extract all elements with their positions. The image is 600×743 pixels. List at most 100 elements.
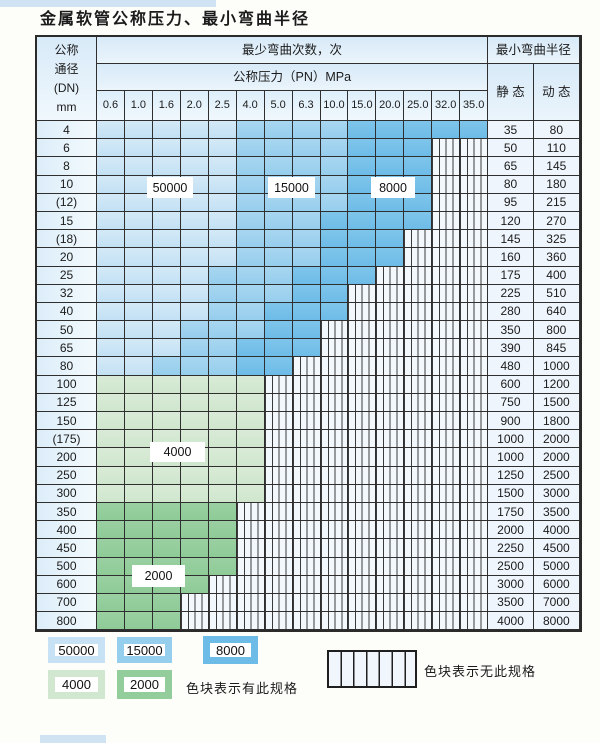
no-spec-cell: [376, 575, 405, 594]
spec-cell-8000: [348, 121, 377, 140]
spec-cell-50000: [124, 139, 153, 158]
spec-cell-8000: [376, 121, 405, 140]
dynamic-value-cell: 3000: [533, 484, 580, 503]
spec-cell-8000: [320, 266, 349, 285]
static-value-cell: 600: [488, 375, 534, 394]
spec-cell-50000: [152, 211, 181, 231]
no-spec-cell: [348, 412, 377, 431]
spec-cell-8000: [292, 284, 321, 303]
spec-cell-4000: [97, 448, 125, 467]
spec-cell-4000: [208, 484, 237, 503]
bend-cycles-header: 最少弯曲次数，次: [97, 37, 489, 64]
spec-cell-15000: [236, 211, 265, 231]
no-spec-cell: [404, 575, 433, 594]
spec-cell-15000: [264, 284, 293, 303]
spec-cell-50000: [97, 193, 125, 212]
spec-cell-8000: [376, 157, 405, 176]
no-spec-cell: [432, 357, 461, 376]
no-spec-cell: [236, 575, 265, 594]
dynamic-value-cell: 1200: [533, 375, 580, 394]
spec-cell-50000: [97, 266, 125, 285]
no-spec-cell: [348, 321, 377, 340]
no-spec-cell: [180, 593, 209, 613]
spec-cell-2000: [208, 539, 237, 558]
pressure-col-header: 15.0: [348, 91, 377, 121]
dynamic-value-cell: 215: [533, 193, 580, 212]
pressure-col-header: 5.0: [264, 91, 293, 121]
spec-cell-8000: [348, 230, 377, 249]
no-spec-cell: [460, 266, 489, 285]
legend-no-spec-box: [327, 650, 417, 688]
static-value-cell: 480: [488, 357, 534, 376]
no-spec-cell: [432, 211, 461, 231]
spec-cell-50000: [180, 139, 209, 158]
dynamic-value-cell: 2000: [533, 448, 580, 467]
no-spec-cell: [292, 412, 321, 431]
no-spec-cell: [376, 557, 405, 576]
no-spec-cell: [404, 430, 433, 449]
no-spec-cell: [208, 593, 237, 613]
no-spec-cell: [432, 393, 461, 412]
no-spec-cell: [460, 175, 489, 194]
spec-cell-8000: [236, 339, 265, 358]
dynamic-value-cell: 6000: [533, 575, 580, 594]
spec-cell-8000: [348, 266, 377, 285]
no-spec-cell: [460, 139, 489, 158]
no-spec-cell: [376, 339, 405, 358]
spec-cell-15000: [292, 121, 321, 140]
no-spec-cell: [376, 502, 405, 522]
dn-cell: 500: [37, 557, 97, 576]
dn-header-line: (DN): [53, 81, 80, 96]
no-spec-cell: [460, 593, 489, 613]
no-spec-cell: [348, 393, 377, 412]
legend-swatch-4000: 4000: [48, 670, 105, 699]
no-spec-cell: [376, 284, 405, 303]
static-value-cell: 1250: [488, 466, 534, 485]
no-spec-cell: [264, 539, 293, 558]
dynamic-value-cell: 180: [533, 175, 580, 194]
spec-cell-4000: [236, 375, 265, 394]
spec-cell-50000: [180, 193, 209, 212]
spec-cell-4000: [208, 412, 237, 431]
spec-cell-2000: [152, 502, 181, 522]
spec-cell-15000: [320, 139, 349, 158]
no-spec-cell: [292, 539, 321, 558]
spec-cell-4000: [236, 448, 265, 467]
no-spec-cell: [264, 575, 293, 594]
spec-cell-50000: [152, 339, 181, 358]
no-spec-cell: [404, 302, 433, 322]
no-spec-cell: [460, 230, 489, 249]
spec-cell-4000: [152, 412, 181, 431]
no-spec-cell: [236, 612, 265, 631]
no-spec-cell: [264, 466, 293, 485]
spec-cell-4000: [180, 412, 209, 431]
spec-cell-15000: [236, 302, 265, 322]
no-spec-cell: [320, 539, 349, 558]
spec-cell-50000: [180, 266, 209, 285]
no-spec-cell: [460, 339, 489, 358]
spec-cell-50000: [180, 157, 209, 176]
no-spec-cell: [376, 612, 405, 631]
spec-cell-15000: [236, 175, 265, 194]
no-spec-cell: [432, 484, 461, 503]
spec-cell-50000: [152, 193, 181, 212]
dn-header-line: 公称: [54, 42, 79, 57]
no-spec-cell: [348, 539, 377, 558]
no-spec-cell: [264, 502, 293, 522]
spec-cell-8000: [348, 157, 377, 176]
dynamic-value-cell: 360: [533, 248, 580, 267]
spec-cell-50000: [208, 248, 237, 267]
spec-cell-2000: [124, 593, 153, 613]
pressure-col-header: 2.5: [208, 91, 237, 121]
no-spec-cell: [404, 466, 433, 485]
spec-cell-15000: [292, 211, 321, 231]
no-spec-cell: [432, 466, 461, 485]
pressure-col-header: 2.0: [180, 91, 209, 121]
no-spec-cell: [404, 593, 433, 613]
legend-has-spec-text: 色块表示有此规格: [186, 681, 299, 696]
spec-cell-4000: [97, 466, 125, 485]
spec-cell-50000: [152, 302, 181, 322]
dn-cell: 800: [37, 612, 97, 631]
no-spec-cell: [460, 302, 489, 322]
spec-cell-2000: [152, 539, 181, 558]
